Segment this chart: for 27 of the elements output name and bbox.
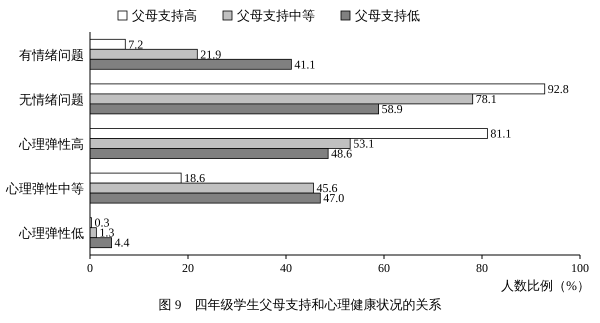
y-tick-label: 有情绪问题 — [19, 47, 84, 62]
y-tick-label: 心理弹性中等 — [5, 181, 84, 196]
x-tick-label: 0 — [87, 261, 93, 275]
text: 图 9 四年级学生父母支持和心理健康状况的关系 — [158, 297, 442, 312]
y-tick-label: 心理弹性高 — [18, 136, 84, 152]
data-label: 53.1 — [353, 136, 374, 150]
y-tick-label: 心理弹性低 — [18, 226, 84, 241]
legend-label: 父母支持中等 — [237, 8, 315, 23]
data-label: 18.6 — [184, 171, 206, 186]
data-label: 81.1 — [490, 126, 512, 140]
x-tick-label: 80 — [476, 261, 488, 275]
data-label: 4.4 — [114, 236, 130, 250]
data-label: 41.1 — [294, 57, 316, 72]
data-label: 21.9 — [200, 47, 222, 62]
x-tick-label: 100 — [571, 261, 589, 275]
data-label: 78.1 — [476, 92, 497, 106]
data-label: 92.8 — [548, 82, 569, 96]
data-label: 58.9 — [382, 102, 403, 116]
x-tick-label: 20 — [182, 261, 194, 275]
x-axis-title: 人数比例（%） — [501, 278, 590, 293]
x-tick-label: 60 — [378, 261, 390, 275]
legend-label: 父母支持低 — [355, 8, 420, 23]
x-tick-label: 40 — [280, 261, 292, 275]
legend-label: 父母支持高 — [132, 8, 197, 23]
data-label: 7.2 — [128, 37, 144, 52]
data-label: 48.6 — [331, 146, 352, 160]
y-tick-label: 无情绪问题 — [19, 92, 84, 107]
